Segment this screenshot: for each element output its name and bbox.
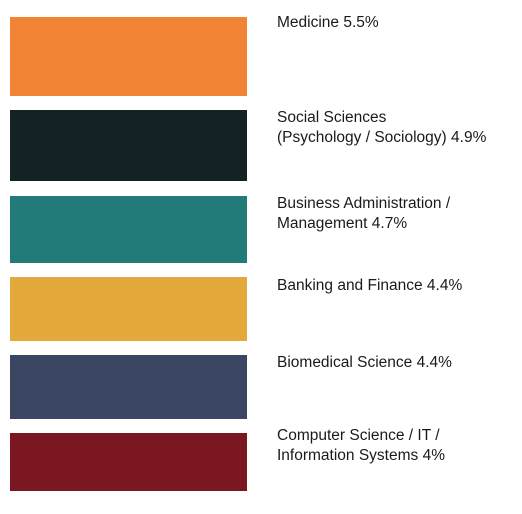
bar-medicine <box>10 17 247 96</box>
bar-computer-science <box>10 433 247 491</box>
bar-social-sciences <box>10 110 247 181</box>
bar-biomedical-science <box>10 355 247 419</box>
label-social-sciences: Social Sciences (Psychology / Sociology)… <box>277 109 487 146</box>
label-computer-science: Computer Science / IT / Information Syst… <box>277 427 445 464</box>
label-banking-finance: Banking and Finance 4.4% <box>277 277 463 294</box>
label-business-administration: Business Administration / Management 4.7… <box>277 195 451 232</box>
label-biomedical-science: Biomedical Science 4.4% <box>277 354 452 371</box>
bar-business-administration <box>10 196 247 263</box>
bar-banking-finance <box>10 277 247 341</box>
label-medicine: Medicine 5.5% <box>277 14 379 31</box>
